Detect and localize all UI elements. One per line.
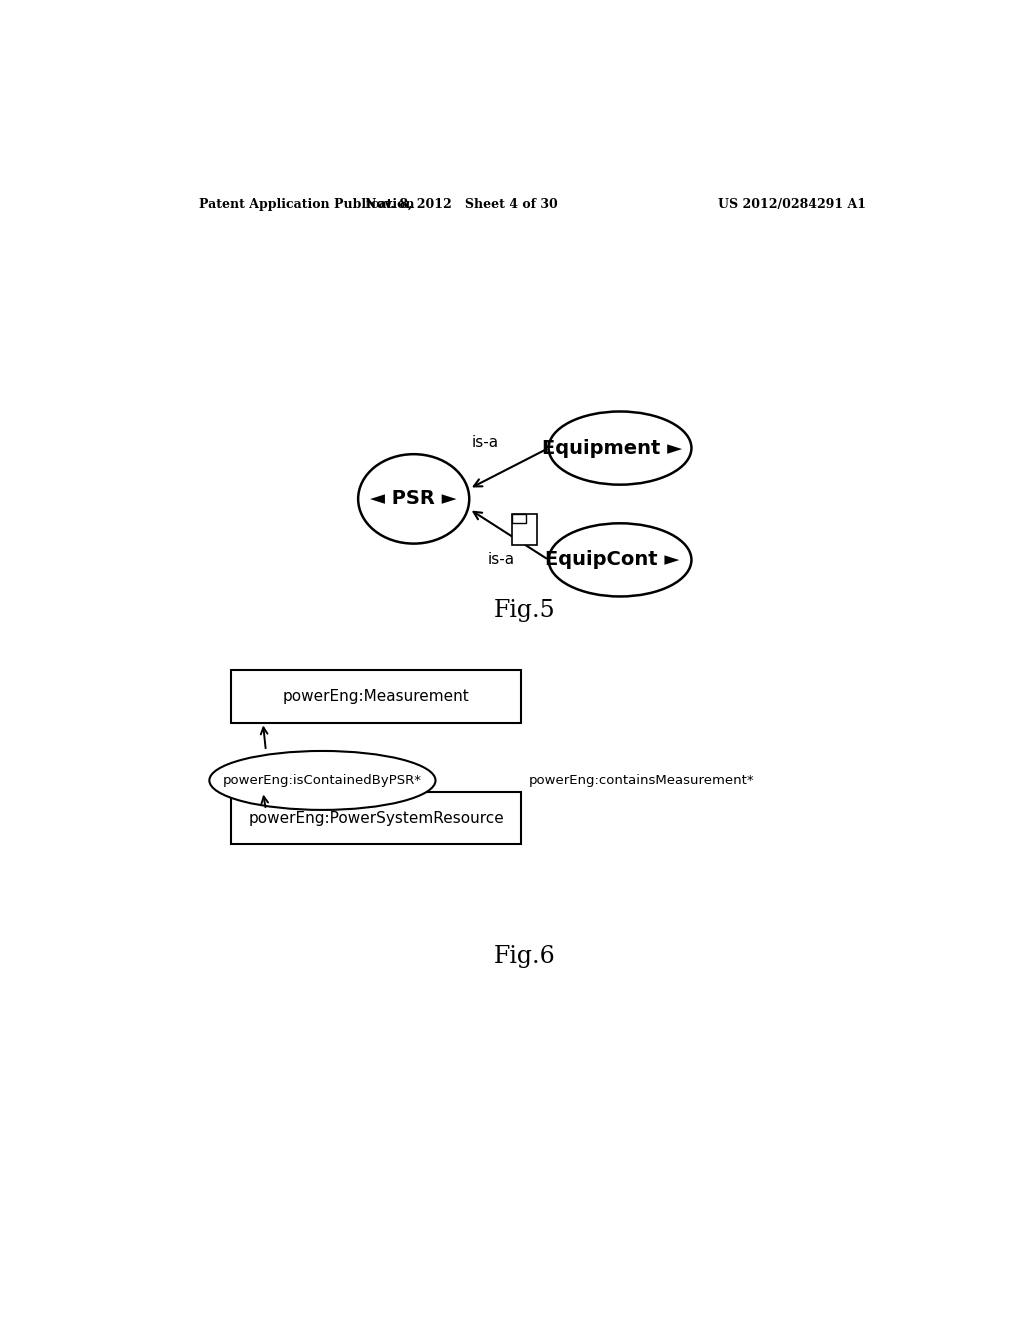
- Ellipse shape: [549, 523, 691, 597]
- Text: is-a: is-a: [472, 436, 499, 450]
- Text: US 2012/0284291 A1: US 2012/0284291 A1: [718, 198, 866, 211]
- Text: powerEng:PowerSystemResource: powerEng:PowerSystemResource: [248, 810, 504, 825]
- Bar: [512, 513, 538, 545]
- Text: powerEng:Measurement: powerEng:Measurement: [283, 689, 469, 704]
- Text: is-a: is-a: [487, 552, 514, 568]
- Bar: [231, 669, 521, 722]
- Bar: [231, 792, 521, 845]
- Ellipse shape: [209, 751, 435, 810]
- Text: ◄ PSR ►: ◄ PSR ►: [371, 490, 457, 508]
- Text: Fig.6: Fig.6: [494, 945, 556, 968]
- Bar: [512, 515, 526, 523]
- Text: Patent Application Publication: Patent Application Publication: [200, 198, 415, 211]
- Text: powerEng:containsMeasurement*: powerEng:containsMeasurement*: [528, 774, 755, 787]
- Text: powerEng:isContainedByPSR*: powerEng:isContainedByPSR*: [223, 774, 422, 787]
- Text: Equipment ►: Equipment ►: [542, 438, 682, 458]
- Text: Fig.5: Fig.5: [494, 599, 556, 622]
- Text: EquipCont ►: EquipCont ►: [545, 550, 679, 569]
- Ellipse shape: [549, 412, 691, 484]
- Ellipse shape: [358, 454, 469, 544]
- Text: Nov. 8, 2012   Sheet 4 of 30: Nov. 8, 2012 Sheet 4 of 30: [365, 198, 558, 211]
